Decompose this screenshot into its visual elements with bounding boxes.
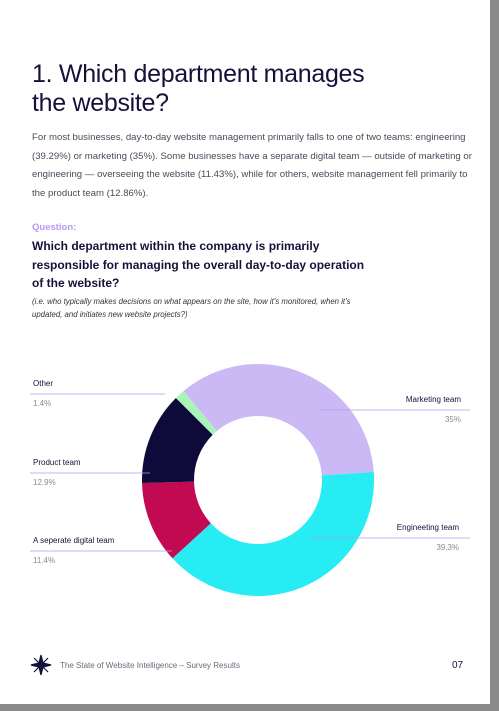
- value-label: 12.9%: [33, 478, 56, 487]
- legend-label: A seperate digital team: [33, 536, 115, 545]
- question: Which department within the company is p…: [32, 239, 365, 290]
- legend-label: Other: [33, 379, 53, 388]
- heading-line: 1. Which department manages: [32, 60, 365, 88]
- legend-label: Product team: [33, 458, 81, 467]
- intro-paragraph: For most businesses, day-to-day website …: [32, 132, 472, 199]
- report-page: 1. Which department manages the website? …: [0, 0, 490, 704]
- heading: 1. Which department manages the website?: [32, 60, 365, 118]
- donut-slice: [142, 481, 211, 559]
- logo: [30, 654, 52, 676]
- donut-slice: [172, 471, 375, 596]
- question-note: (i.e. who typically makes decisions on w…: [32, 297, 351, 319]
- value-label: 1.4%: [33, 399, 51, 408]
- page-number: 07: [452, 660, 464, 671]
- legend-label: Marketing team: [406, 395, 461, 404]
- donut-slice: [183, 363, 374, 476]
- legend-label: Engineeting team: [397, 523, 460, 532]
- heading-line: the website?: [32, 89, 169, 117]
- donut-slice: [175, 391, 217, 435]
- question-label: Question:: [32, 222, 77, 233]
- donut-chart: Marketing team 35% Engineeting team 39.3% A …: [30, 363, 470, 676]
- footer-text: The State of Website Intelligence – Surv…: [60, 661, 240, 670]
- donut-slice: [141, 398, 213, 483]
- value-label: 35%: [445, 415, 461, 424]
- value-label: 39.3%: [436, 543, 459, 552]
- value-label: 11.4%: [33, 556, 55, 565]
